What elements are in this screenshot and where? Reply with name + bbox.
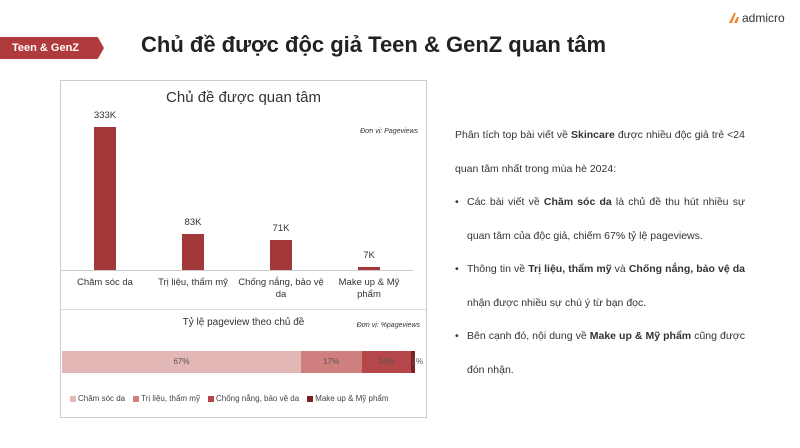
- intro: Phân tích top bài viết về Skincare được …: [455, 119, 745, 186]
- legend-swatch: [70, 395, 76, 402]
- value-label: 71K: [272, 222, 290, 234]
- text-run: Make up & Mỹ phẩm: [589, 330, 692, 342]
- value-label: 17%: [323, 357, 340, 366]
- bullet-list: Các bài viết về Chăm sóc da là chủ đề th…: [455, 186, 745, 387]
- bar-segment: [300, 351, 362, 373]
- badge: Teen & GenZ: [0, 37, 104, 59]
- text-run: Thông tin về: [467, 263, 529, 275]
- value-label: 67%: [173, 357, 190, 366]
- text-run: nhận được nhiều sự chú ý từ bạn đọc.: [467, 296, 647, 309]
- category-label: Trị liệu, thẩm mỹ: [158, 277, 228, 288]
- value-label: 7K: [363, 249, 375, 261]
- legend-item: Make up & Mỹ phẩm: [307, 394, 389, 403]
- analysis-text: Phân tích top bài viết về Skincare được …: [455, 119, 745, 387]
- logo-icon: [729, 13, 739, 23]
- text-run: Các bài viết về: [467, 196, 544, 208]
- bullet: Bên cạnh đó, nội dung về Make up & Mỹ ph…: [455, 320, 746, 387]
- text-run: Chăm sóc da: [543, 196, 612, 208]
- text-run: và: [611, 263, 629, 275]
- value-label: 83K: [184, 217, 202, 229]
- legend-label: Chống nắng, bảo vệ da: [215, 394, 300, 403]
- baseline: [61, 270, 413, 271]
- text-run: cũng được đón nhận.: [467, 330, 746, 376]
- legend-swatch: [133, 395, 140, 402]
- bar: [94, 127, 116, 270]
- logo-text: admicro: [742, 11, 785, 25]
- bar: [270, 239, 292, 270]
- legend-label: Make up & Mỹ phẩm: [315, 394, 389, 403]
- text-run: là chủ đề thu hút nhiều sự quan tâm của …: [467, 196, 745, 242]
- category-label: Chống nắng, bảo vệ da: [238, 277, 324, 300]
- chart-title: Chủ đề được quan tâm: [166, 89, 321, 106]
- legend-swatch: [207, 395, 214, 402]
- value-label: 333K: [93, 110, 117, 121]
- legend: Chăm sóc da Trị liệu, thẩm mỹ Chống nắng, …: [70, 394, 389, 403]
- text-run: Trị liệu, thẩm mỹ: [528, 263, 612, 275]
- chart-frame: [60, 80, 427, 418]
- text-run: Skincare: [571, 129, 615, 141]
- chart-title: Tỷ lệ pageview theo chủ đề: [182, 317, 305, 328]
- unit-note: Đơn vị: Pageviews: [360, 128, 418, 135]
- legend-item: Chăm sóc da: [70, 394, 125, 403]
- text-run: Chống nắng, bảo vệ da: [628, 263, 745, 275]
- divider: [61, 309, 426, 310]
- text-run: Phân tích top bài viết về: [455, 129, 571, 141]
- logo: admicro: [728, 11, 785, 25]
- bar-segment: [411, 351, 415, 373]
- legend-label: Trị liệu, thẩm mỹ: [141, 394, 200, 403]
- legend-label: Chăm sóc da: [78, 394, 126, 403]
- bar: [182, 234, 204, 270]
- bullet: Các bài viết về Chăm sóc da là chủ đề th…: [455, 186, 745, 253]
- slide-title: Chủ đề được độc giả Teen & GenZ quan tâm: [141, 32, 607, 57]
- text-run: Bên cạnh đó, nội dung về: [467, 330, 590, 342]
- legend-swatch: [307, 395, 314, 402]
- legend-item: Chống nắng, bảo vệ da: [207, 394, 300, 403]
- bullet: Thông tin về Trị liệu, thẩm mỹ và Chống …: [455, 253, 745, 320]
- unit-note: Đơn vị: %pageviews: [356, 322, 420, 329]
- legend-item: Trị liệu, thẩm mỹ: [133, 394, 200, 403]
- text-run: được nhiều độc giả trẻ <24 quan tâm nhất…: [455, 129, 745, 175]
- value-label: 1%: [411, 357, 423, 366]
- category-label: Chăm sóc da: [77, 277, 133, 288]
- bar-segment: [361, 351, 412, 373]
- category-label: Make up & Mỹ phẩm: [338, 277, 400, 300]
- bar-segment: [62, 351, 301, 373]
- value-label: 14%: [378, 357, 395, 366]
- bar: [358, 266, 380, 270]
